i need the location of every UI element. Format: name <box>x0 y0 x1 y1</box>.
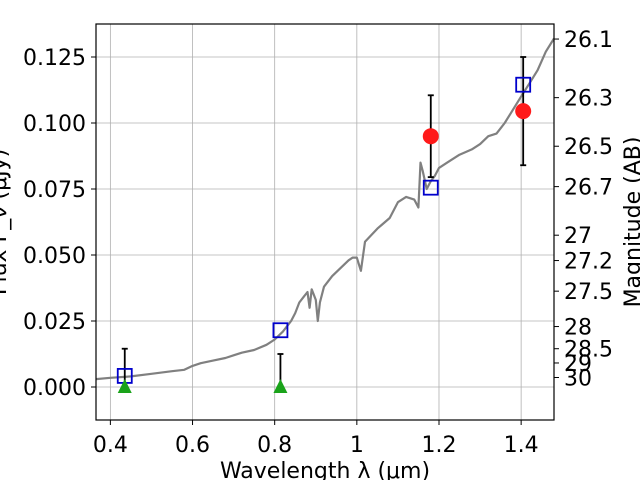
right-tick-label: 27.2 <box>564 250 613 275</box>
right-tick-label: 28.5 <box>564 338 613 363</box>
right-tick-label: 27 <box>564 224 592 249</box>
right-tick-label: 26.7 <box>564 176 613 201</box>
series-layer <box>96 37 554 393</box>
x-axis-label: Wavelength λ (μm) <box>220 459 430 480</box>
right-tick-label: 26.5 <box>564 135 613 160</box>
upper-limit-triangle <box>117 379 132 393</box>
right-tick-label: 30 <box>564 366 592 391</box>
x-tick-label: 1.4 <box>504 433 539 458</box>
y-axis-label-left: Flux F_ν (μJy) <box>0 149 12 295</box>
upper-limit-triangle <box>273 379 288 393</box>
model-photometry-square <box>422 179 439 196</box>
right-tick-label: 29 <box>564 352 592 377</box>
right-tick-label: 28 <box>564 316 592 341</box>
right-tick-label: 26.1 <box>564 28 613 53</box>
y-tick-label: 0.075 <box>23 178 86 203</box>
x-tick-label: 0.4 <box>93 433 128 458</box>
y-tick-label: 0.125 <box>23 46 86 71</box>
x-tick-label: 1 <box>350 433 364 458</box>
y-axis-label-right: Magnitude (AB) <box>621 137 640 308</box>
y-axis-left: 0.000 0.025 0.050 0.075 0.100 0.125 <box>23 46 96 401</box>
y-tick-label: 0.025 <box>23 310 86 335</box>
model-photometry-square <box>515 76 532 93</box>
model-spectrum-line <box>96 37 554 381</box>
detection-point <box>515 103 532 120</box>
x-axis: 0.4 0.6 0.8 1 1.2 1.4 <box>93 420 539 458</box>
plot-frame <box>95 23 555 421</box>
grid <box>96 24 554 420</box>
detection-point <box>422 128 439 145</box>
right-tick-label: 26.3 <box>564 87 613 112</box>
x-tick-label: 1.2 <box>421 433 456 458</box>
x-tick-label: 0.6 <box>175 433 210 458</box>
y-tick-label: 0.000 <box>23 376 86 401</box>
x-tick-label: 0.8 <box>257 433 292 458</box>
y-tick-label: 0.050 <box>23 244 86 269</box>
y-tick-label: 0.100 <box>23 112 86 137</box>
right-tick-label: 27.5 <box>564 280 613 305</box>
model-photometry-square <box>272 322 289 339</box>
